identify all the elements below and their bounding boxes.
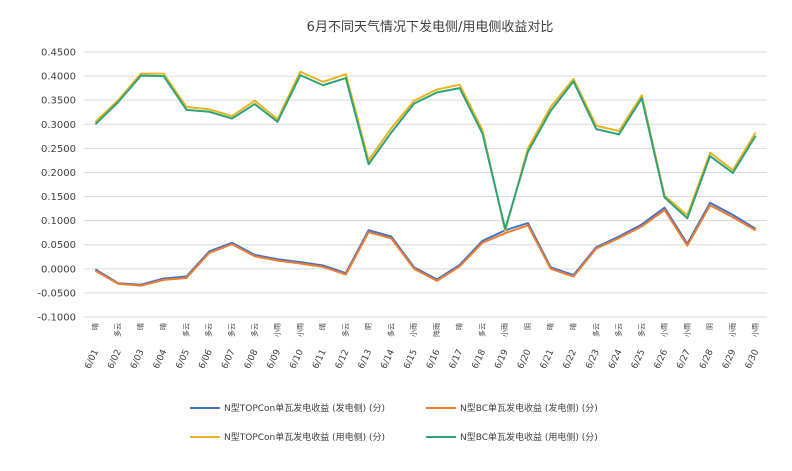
- x-tick-label: 6/04: [152, 348, 170, 371]
- weather-label: 晴: [455, 323, 464, 330]
- gridlines: [84, 51, 767, 318]
- x-tick-label: 6/18: [471, 348, 489, 371]
- x-tick-label: 6/09: [266, 348, 284, 371]
- x-tick-label: 6/13: [357, 348, 375, 371]
- legend-item-topcon-consumption: N型TOPCon单瓦发电收益 (用电侧) (分): [190, 431, 385, 443]
- x-tick-label: 6/06: [197, 348, 215, 371]
- weather-label: 多云: [477, 323, 486, 337]
- y-tick-label: 0.0000: [41, 264, 76, 275]
- y-tick-label: -0.1000: [37, 313, 76, 324]
- x-tick-label: 6/15: [402, 348, 420, 371]
- weather-label: 晴: [136, 323, 145, 330]
- weather-label: 多云: [204, 323, 213, 337]
- weather-label: 小雨: [295, 323, 304, 337]
- weather-label: 多云: [386, 323, 395, 337]
- weather-label: 晴: [90, 323, 99, 330]
- weather-label: 晴: [318, 323, 327, 330]
- series-line: [94, 70, 757, 232]
- weather-label: 小雨: [728, 323, 737, 337]
- weather-label: 小雨: [660, 323, 669, 337]
- y-tick-label: 0.0500: [41, 240, 76, 251]
- x-tick-label: 6/11: [311, 348, 329, 371]
- weather-label: 晴: [568, 323, 577, 330]
- y-tick-label: 0.3000: [41, 120, 76, 131]
- weather-label: 阴: [364, 323, 373, 330]
- y-tick-label: 0.1000: [41, 216, 76, 227]
- weather-label: 多云: [113, 323, 122, 337]
- weather-label: 多云: [637, 323, 646, 337]
- legend-item-bc-generation: N型BC单瓦发电收益 (发电侧) (分): [426, 402, 598, 414]
- weather-label: 多云: [181, 323, 190, 337]
- weather-label: 小雨: [751, 323, 760, 337]
- legend-item-topcon-generation: N型TOPCon单瓦发电收益 (发电侧) (分): [190, 402, 385, 414]
- weather-label: 多云: [614, 323, 623, 337]
- legend-label: N型BC单瓦发电收益 (用电侧) (分): [460, 431, 598, 443]
- y-tick-label: 0.1500: [41, 192, 76, 203]
- x-tick-label: 6/08: [243, 348, 261, 371]
- y-axis-ticks: 0.4500 0.4000 0.3500 0.3000 0.2500 0.2000 0.15…: [37, 48, 76, 324]
- x-tick-label: 6/05: [175, 348, 193, 371]
- x-tick-label: 6/29: [721, 348, 739, 371]
- x-tick-label: 6/12: [334, 348, 352, 371]
- weather-label: 小雨: [500, 323, 509, 337]
- weather-label: 小雨: [409, 323, 418, 337]
- series-line: [94, 204, 757, 287]
- weather-label: 晴: [159, 323, 168, 330]
- x-tick-label: 6/07: [220, 348, 238, 371]
- x-tick-label: 6/17: [448, 348, 466, 371]
- y-tick-label: 0.4500: [41, 48, 76, 59]
- weather-label: 阴: [705, 323, 714, 330]
- weather-label: 阴: [523, 323, 532, 330]
- x-tick-label: 6/10: [288, 348, 306, 371]
- legend-label: N型TOPCon单瓦发电收益 (发电侧) (分): [224, 402, 385, 414]
- chart-title: 6月不同天气情况下发电侧/用电侧收益对比: [307, 19, 554, 35]
- x-tick-label: 6/23: [584, 348, 602, 371]
- legend: N型TOPCon单瓦发电收益 (发电侧) (分) N型BC单瓦发电收益 (发电侧…: [190, 402, 598, 443]
- x-axis-ticks: 晴 6/01 多云 6/02 晴 6/03 晴 6/04 多云 6/05 多云 6/06 多云 6/07 多…: [83, 323, 761, 371]
- x-tick-label: 6/26: [653, 348, 671, 371]
- x-tick-label: 6/27: [675, 348, 693, 371]
- x-tick-label: 6/19: [493, 348, 511, 371]
- weather-label: 小雨: [682, 323, 691, 337]
- y-tick-label: 0.3500: [41, 96, 76, 107]
- y-tick-label: -0.0500: [37, 288, 76, 299]
- y-tick-label: 0.2000: [41, 168, 76, 179]
- weather-label: 阵雨: [432, 323, 441, 337]
- weather-label: 小雨: [273, 323, 282, 337]
- x-tick-label: 6/01: [83, 348, 101, 371]
- x-tick-label: 6/25: [630, 348, 648, 371]
- series-line: [94, 74, 757, 230]
- x-tick-label: 6/21: [539, 348, 557, 371]
- y-tick-label: 0.4000: [41, 72, 76, 83]
- weather-label: 多云: [250, 323, 259, 337]
- legend-item-bc-consumption: N型BC单瓦发电收益 (用电侧) (分): [426, 431, 598, 443]
- legend-label: N型BC单瓦发电收益 (发电侧) (分): [460, 402, 598, 414]
- weather-label: 多云: [227, 323, 236, 337]
- weather-label: 晴: [546, 323, 555, 330]
- x-tick-label: 6/20: [516, 348, 534, 371]
- weather-label: 多云: [341, 323, 350, 337]
- series-lines: [94, 70, 757, 287]
- x-tick-label: 6/14: [379, 348, 397, 371]
- x-tick-label: 6/24: [607, 348, 625, 371]
- x-tick-label: 6/28: [698, 348, 716, 371]
- x-tick-label: 6/22: [562, 348, 580, 371]
- x-tick-label: 6/02: [106, 348, 124, 371]
- x-tick-label: 6/03: [129, 348, 147, 371]
- weather-label: 多云: [591, 323, 600, 337]
- legend-label: N型TOPCon单瓦发电收益 (用电侧) (分): [224, 431, 385, 443]
- y-tick-label: 0.2500: [41, 144, 76, 155]
- x-tick-label: 6/16: [425, 348, 443, 371]
- x-tick-label: 6/30: [744, 348, 762, 371]
